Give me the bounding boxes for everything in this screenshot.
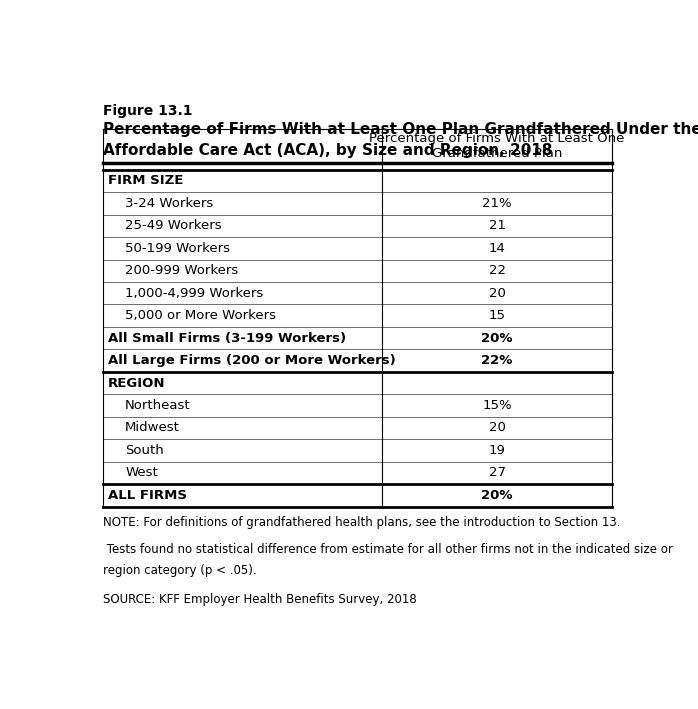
Text: 20: 20 bbox=[489, 421, 505, 435]
Text: 21: 21 bbox=[489, 219, 505, 233]
Text: region category (p < .05).: region category (p < .05). bbox=[103, 564, 257, 577]
Text: 14: 14 bbox=[489, 242, 505, 255]
Text: NOTE: For definitions of grandfathered health plans, see the introduction to Sec: NOTE: For definitions of grandfathered h… bbox=[103, 516, 621, 530]
Text: 20%: 20% bbox=[481, 489, 513, 502]
Text: ALL FIRMS: ALL FIRMS bbox=[107, 489, 187, 502]
Text: Percentage of Firms With at Least One Plan Grandfathered Under the: Percentage of Firms With at Least One Pl… bbox=[103, 122, 698, 138]
Text: 22%: 22% bbox=[482, 354, 513, 367]
Text: Affordable Care Act (ACA), by Size and Region, 2018: Affordable Care Act (ACA), by Size and R… bbox=[103, 143, 553, 159]
Text: Tests found no statistical difference from estimate for all other firms not in t: Tests found no statistical difference fr… bbox=[103, 542, 674, 556]
Text: 50-199 Workers: 50-199 Workers bbox=[125, 242, 230, 255]
Text: SOURCE: KFF Employer Health Benefits Survey, 2018: SOURCE: KFF Employer Health Benefits Sur… bbox=[103, 593, 417, 605]
Text: FIRM SIZE: FIRM SIZE bbox=[107, 174, 183, 187]
Text: 15%: 15% bbox=[482, 399, 512, 412]
Text: 25-49 Workers: 25-49 Workers bbox=[125, 219, 222, 233]
Text: 5,000 or More Workers: 5,000 or More Workers bbox=[125, 309, 276, 322]
Text: Percentage of Firms With at Least One
Grandfathered Plan: Percentage of Firms With at Least One Gr… bbox=[369, 133, 625, 160]
Text: 22: 22 bbox=[489, 264, 505, 277]
Text: REGION: REGION bbox=[107, 376, 165, 389]
Text: West: West bbox=[125, 467, 158, 479]
Text: 20: 20 bbox=[489, 286, 505, 300]
Text: 27: 27 bbox=[489, 467, 505, 479]
Text: Midwest: Midwest bbox=[125, 421, 180, 435]
Text: 20%: 20% bbox=[481, 332, 513, 345]
Text: All Small Firms (3-199 Workers): All Small Firms (3-199 Workers) bbox=[107, 332, 346, 345]
Text: 19: 19 bbox=[489, 444, 505, 457]
Text: 21%: 21% bbox=[482, 197, 512, 210]
Text: 3-24 Workers: 3-24 Workers bbox=[125, 197, 214, 210]
Text: 1,000-4,999 Workers: 1,000-4,999 Workers bbox=[125, 286, 263, 300]
Text: Northeast: Northeast bbox=[125, 399, 191, 412]
Text: 200-999 Workers: 200-999 Workers bbox=[125, 264, 238, 277]
Text: Figure 13.1: Figure 13.1 bbox=[103, 104, 193, 118]
Text: All Large Firms (200 or More Workers): All Large Firms (200 or More Workers) bbox=[107, 354, 396, 367]
Text: 15: 15 bbox=[489, 309, 505, 322]
Text: South: South bbox=[125, 444, 164, 457]
